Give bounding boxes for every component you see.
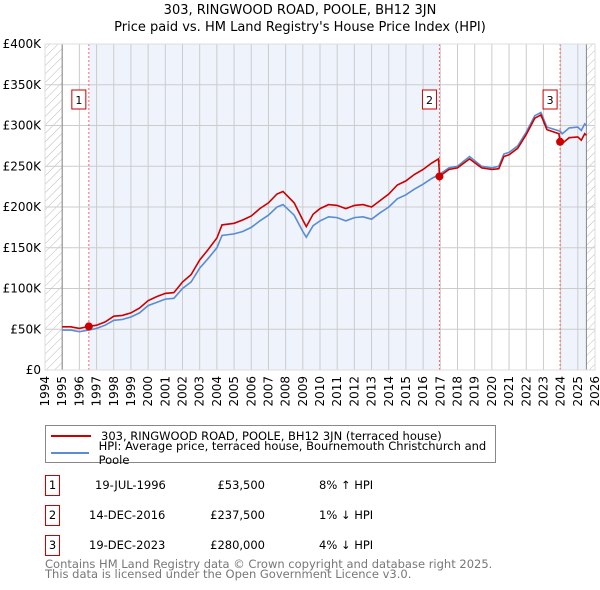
x-tick-label: 2021 [502,376,516,407]
x-tick-label: 2003 [193,376,207,407]
x-tick-label: 2005 [227,376,241,407]
chart-subtitle: Price paid vs. HM Land Registry's House … [114,20,486,35]
x-tick-label: 2001 [158,376,172,407]
x-tick-label: 2000 [141,376,155,407]
sale-price: £53,500 [217,478,265,492]
y-tick-label: £200K [3,200,43,214]
sale-badge [71,89,87,110]
sale-hpi-diff: 4% ↓ HPI [319,538,374,552]
x-tick-label: 2017 [433,376,447,407]
sale-hpi-diff: 8% ↑ HPI [319,478,374,492]
x-tick-label: 2004 [210,376,224,407]
plot-frame [44,43,596,371]
x-tick-label: 2023 [536,376,550,407]
x-tick-label: 2019 [468,376,482,407]
x-tick-label: 2007 [261,376,275,407]
sale-badge-label: 1 [75,94,82,107]
price-chart: £0 £50K £100K £150K £200K £250K £300K £350K £400… [3,37,600,407]
y-tick-label: £100K [3,282,43,296]
sale-number-badge: 1 [45,475,60,496]
legend: 303, RINGWOOD ROAD, POOLE, BH12 3JN (ter… [45,425,496,467]
x-tick-label: 2012 [347,376,361,407]
x-tick-label: 2024 [554,376,568,407]
y-tick-label: £0 [26,363,41,377]
sale-date: 19-JUL-1996 [95,478,166,492]
chart-title: 303, RINGWOOD ROAD, POOLE, BH12 3JN [163,3,437,18]
legend-swatch-red [51,435,91,437]
x-tick-label: 2010 [313,376,327,407]
x-tick-label: 2011 [330,376,344,407]
hpi-line [62,111,587,333]
sale-badge [421,89,437,110]
x-tick-label: 1995 [55,376,69,407]
sale-hpi-diff: 1% ↓ HPI [319,508,374,522]
x-tick-label: 2002 [176,376,190,407]
sale-badge-label: 3 [547,94,554,107]
y-tick-label: £150K [3,241,43,255]
legend-swatch-blue [51,452,89,454]
sale-price: £280,000 [210,538,265,552]
x-tick-label: 2016 [416,376,430,407]
x-tick-label: 1996 [72,376,86,407]
sale-price: £237,500 [210,508,265,522]
sale-point [84,322,93,331]
sale-badge [542,89,558,110]
x-tick-label: 2008 [279,376,293,407]
sale-badge-label: 2 [426,94,433,107]
y-tick-label: £250K [3,159,43,173]
footer-line-1: Contains HM Land Registry data © Crown c… [45,557,493,571]
property-price-line [62,113,587,330]
legend-label-property: 303, RINGWOOD ROAD, POOLE, BH12 3JN (ter… [101,429,442,443]
x-tick-label: 1997 [90,376,104,407]
sale-date: 19-DEC-2023 [89,538,166,552]
x-tick-label: 2022 [519,376,533,407]
footer-attribution: Contains HM Land Registry data © Crown c… [45,557,493,581]
x-tick-label: 1994 [38,376,52,407]
x-tick-label: 1999 [124,376,138,407]
x-tick-label: 2020 [485,376,499,407]
x-tick-label: 2015 [399,376,413,407]
y-tick-label: £50K [10,322,42,336]
y-tick-label: £300K [3,119,43,133]
x-tick-label: 2009 [296,376,310,407]
x-tick-label: 2014 [382,376,396,407]
legend-item-hpi: HPI: Average price, terraced house, Bour… [46,439,495,467]
x-tick-label: 2018 [451,376,465,407]
x-tick-label: 2006 [244,376,258,407]
footer-line-2: This data is licensed under the Open Gov… [45,567,412,581]
sale-date: 14-DEC-2016 [89,508,166,522]
sale-point [556,137,565,146]
sale-number-badge: 3 [45,535,60,556]
x-tick-label: 2025 [571,376,585,407]
y-tick-label: £400K [3,37,43,51]
x-tick-label: 2013 [365,376,379,407]
legend-item-property: 303, RINGWOOD ROAD, POOLE, BH12 3JN (ter… [46,428,442,444]
legend-label-hpi: HPI: Average price, terraced house, Bour… [98,439,487,467]
y-tick-label: £350K [3,78,43,92]
x-tick-label: 2026 [588,376,600,407]
sale-number-badge: 2 [45,505,60,526]
sale-point [435,172,444,181]
x-tick-label: 1998 [107,376,121,407]
